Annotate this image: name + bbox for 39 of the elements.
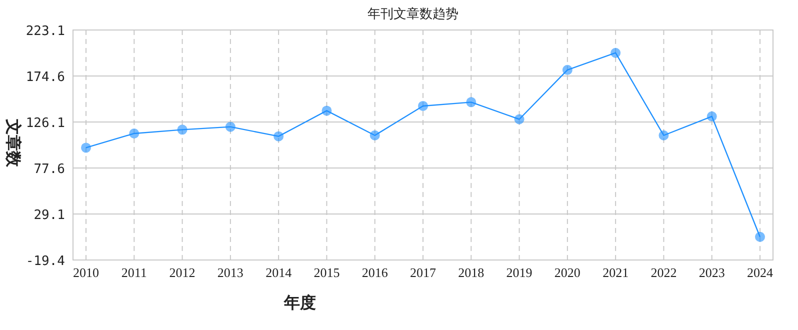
y-tick-label: 126.1 (26, 116, 65, 131)
point (466, 97, 476, 108)
y-axis-title: 文章数 (4, 118, 22, 168)
point (562, 64, 572, 75)
x-tick-label: 2022 (650, 265, 677, 280)
x-axis-title: 年度 (283, 293, 316, 312)
y-tick-label: 77.6 (34, 162, 65, 177)
point (177, 124, 188, 135)
point (418, 100, 428, 111)
x-tick-label: 2023 (698, 265, 725, 280)
x-tick-label: 2011 (121, 265, 147, 280)
x-tick-label: 2010 (73, 265, 99, 280)
x-tick-label: 2024 (747, 265, 774, 280)
x-tick-label: 2018 (458, 265, 484, 280)
y-tick-label: 223.1 (26, 24, 65, 39)
y-tick-label: 29.1 (34, 208, 65, 223)
point (129, 128, 140, 138)
point (81, 142, 91, 153)
point (755, 232, 765, 242)
point (610, 48, 621, 58)
x-tick-label: 2019 (506, 265, 532, 280)
point (706, 111, 717, 122)
x-tick-label: 2016 (362, 265, 388, 280)
x-tick-label: 2013 (217, 265, 244, 280)
x-tick-label: 2017 (410, 265, 436, 280)
point (225, 122, 236, 132)
x-tick-label: 2020 (554, 265, 580, 280)
point (274, 131, 284, 142)
x-tick-label: 2012 (169, 265, 196, 280)
point (370, 130, 380, 140)
x-tick-label: 2021 (602, 265, 629, 280)
point (322, 106, 332, 116)
y-tick-label: 174.6 (26, 70, 65, 85)
chart-title: 年刊文章数趋势 (368, 6, 458, 21)
point (658, 130, 669, 140)
point (514, 114, 524, 124)
y-tick-label: -19.4 (26, 254, 66, 269)
x-tick-label: 2015 (314, 265, 340, 280)
x-tick-label: 2014 (266, 265, 292, 280)
